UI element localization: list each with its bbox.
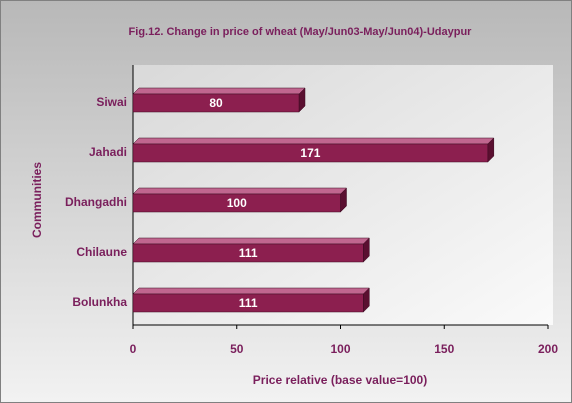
bar xyxy=(132,87,306,113)
bar-top xyxy=(132,187,348,195)
bar xyxy=(132,137,495,163)
data-label: 171 xyxy=(300,146,320,160)
bar-top xyxy=(132,287,370,295)
y-tick-label: Siwai xyxy=(96,95,127,109)
y-tick-label: Jahadi xyxy=(89,145,127,159)
chart-title: Fig.12. Change in price of wheat (May/Ju… xyxy=(129,26,473,38)
bar-front xyxy=(132,143,489,163)
y-axis-label: Communities xyxy=(30,162,44,238)
x-tick-label: 100 xyxy=(330,342,350,356)
bar xyxy=(132,237,370,263)
y-tick-label: Chilaune xyxy=(76,245,127,259)
bar xyxy=(132,187,348,213)
data-label: 80 xyxy=(209,96,223,110)
bar-top xyxy=(132,237,370,245)
bar-front xyxy=(132,93,300,113)
bar xyxy=(132,287,370,313)
bar-front xyxy=(132,243,364,263)
bar-top xyxy=(132,137,495,145)
y-tick-label: Bolunkha xyxy=(72,295,127,309)
bar-top xyxy=(132,87,306,95)
data-label: 111 xyxy=(239,296,258,310)
data-label: 111 xyxy=(239,246,258,260)
x-tick-label: 50 xyxy=(230,342,244,356)
bar-front xyxy=(132,293,364,313)
x-tick-label: 0 xyxy=(130,342,137,356)
y-tick-label: Dhangadhi xyxy=(65,195,127,209)
x-tick-label: 150 xyxy=(434,342,454,356)
data-label: 100 xyxy=(227,196,247,210)
x-axis-label: Price relative (base value=100) xyxy=(253,373,427,387)
bar-front xyxy=(132,193,341,213)
x-tick-label: 200 xyxy=(538,342,558,356)
